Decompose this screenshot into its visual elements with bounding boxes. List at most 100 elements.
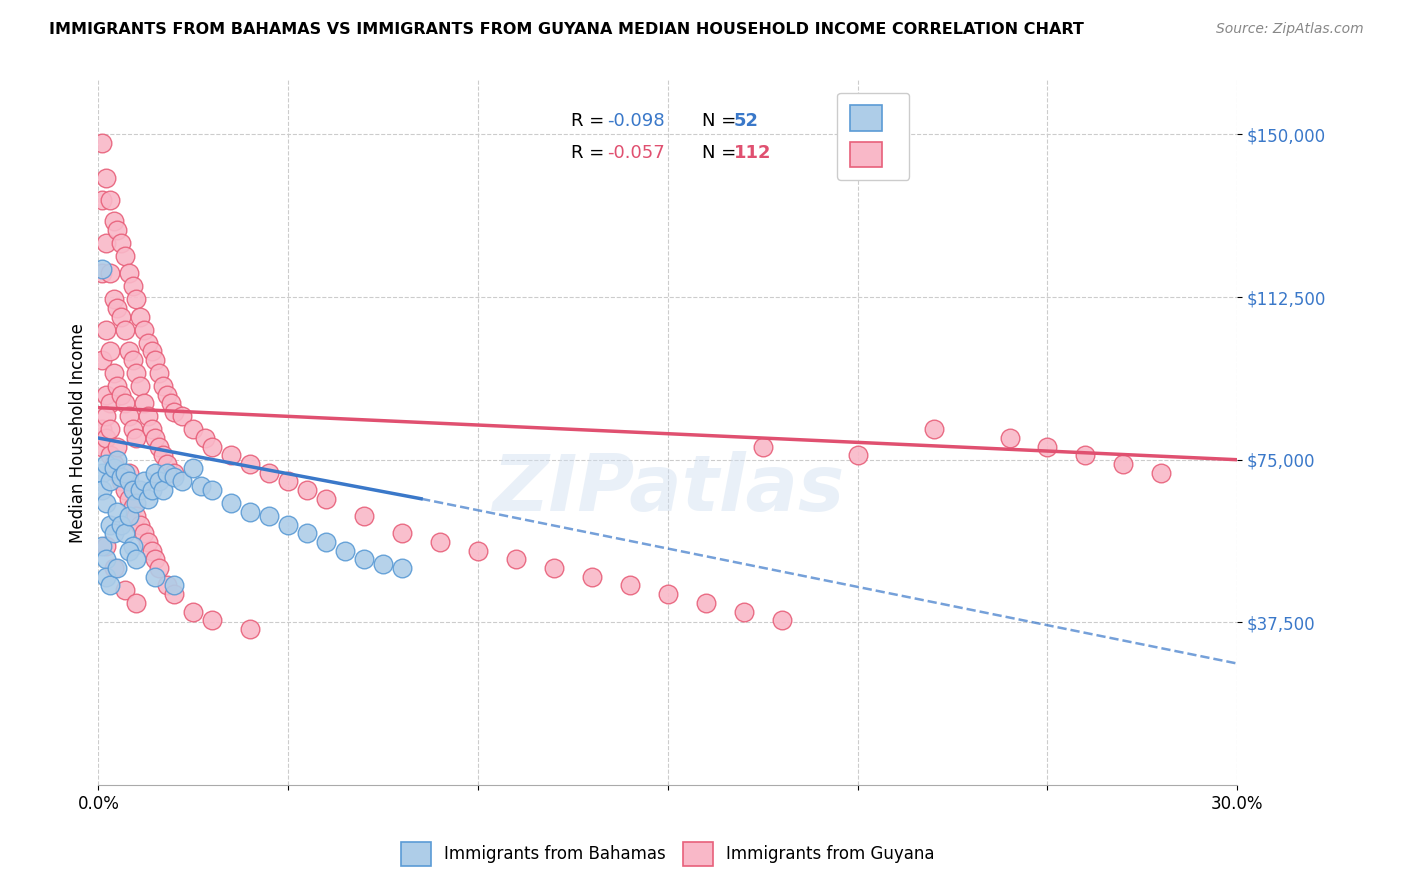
Point (98, 449, 121, 463)
Point (733, 605, 755, 619)
Point (239, 622, 262, 636)
Point (846, 449, 869, 463)
Point (136, 409, 159, 424)
Point (121, 422, 143, 436)
Point (922, 422, 945, 436)
Y-axis label: Median Household Income: Median Household Income (69, 323, 87, 542)
Point (94, 387, 117, 401)
Point (1036, 440, 1059, 454)
Point (121, 540, 143, 554)
Point (103, 366, 125, 380)
Point (125, 596, 148, 610)
Point (107, 466, 129, 480)
Point (695, 596, 717, 610)
Point (91, 422, 114, 436)
Point (152, 483, 174, 497)
Point (98, 578, 121, 592)
Point (94, 431, 117, 445)
Point (315, 535, 337, 549)
Point (221, 496, 243, 510)
Point (94, 235, 117, 250)
Text: -0.098: -0.098 (607, 112, 665, 130)
Point (543, 561, 565, 575)
Point (91, 466, 114, 480)
Point (277, 517, 299, 532)
Point (125, 509, 148, 524)
Point (136, 491, 159, 506)
Point (107, 301, 129, 315)
Point (91, 483, 114, 497)
Point (148, 561, 170, 575)
Point (221, 449, 243, 463)
Point (114, 526, 136, 541)
Point (94, 170, 117, 185)
Point (156, 578, 179, 592)
Point (770, 613, 793, 627)
Point (297, 483, 319, 497)
Point (94, 457, 117, 471)
Point (114, 396, 136, 410)
Text: R =: R = (571, 144, 610, 161)
Point (103, 293, 125, 307)
Point (353, 509, 375, 524)
Point (132, 323, 155, 337)
Point (170, 409, 193, 424)
Point (239, 457, 262, 471)
Text: N =: N = (702, 144, 742, 161)
Point (114, 249, 136, 263)
Point (259, 466, 281, 480)
Point (136, 535, 159, 549)
Text: IMMIGRANTS FROM BAHAMAS VS IMMIGRANTS FROM GUYANA MEDIAN HOUSEHOLD INCOME CORREL: IMMIGRANTS FROM BAHAMAS VS IMMIGRANTS FR… (49, 22, 1084, 37)
Point (114, 323, 136, 337)
Point (107, 505, 129, 519)
Point (170, 475, 193, 489)
Point (141, 344, 163, 359)
Point (132, 396, 155, 410)
Point (94, 409, 117, 424)
Text: Source: ZipAtlas.com: Source: ZipAtlas.com (1216, 22, 1364, 37)
Point (752, 440, 775, 454)
Legend: Immigrants from Bahamas, Immigrants from Guyana: Immigrants from Bahamas, Immigrants from… (395, 836, 941, 872)
Point (98, 422, 121, 436)
Point (297, 526, 319, 541)
Point (429, 535, 451, 549)
Point (121, 279, 143, 293)
Point (103, 461, 125, 475)
Point (91, 193, 114, 207)
Point (156, 457, 179, 471)
Point (581, 570, 603, 584)
Point (121, 483, 143, 497)
Point (129, 379, 152, 393)
Point (118, 344, 141, 359)
Point (91, 266, 114, 280)
Point (145, 570, 167, 584)
Point (118, 491, 141, 506)
Point (190, 479, 212, 493)
Point (103, 561, 125, 575)
Point (145, 466, 167, 480)
Point (277, 475, 299, 489)
Point (201, 483, 224, 497)
Point (129, 483, 152, 497)
Point (94, 496, 117, 510)
Point (94, 552, 117, 566)
Point (145, 353, 167, 368)
Point (183, 605, 205, 619)
Point (141, 483, 163, 497)
Point (98, 517, 121, 532)
Point (1074, 449, 1097, 463)
Point (141, 422, 163, 436)
Point (152, 449, 174, 463)
Point (136, 335, 159, 350)
Text: 52: 52 (734, 112, 759, 130)
Point (391, 526, 413, 541)
Point (148, 366, 170, 380)
Point (110, 470, 132, 484)
Point (118, 475, 141, 489)
Point (118, 466, 141, 480)
Point (353, 552, 375, 566)
Text: N =: N = (702, 112, 742, 130)
Point (657, 587, 679, 601)
Point (125, 496, 148, 510)
Point (110, 475, 132, 489)
